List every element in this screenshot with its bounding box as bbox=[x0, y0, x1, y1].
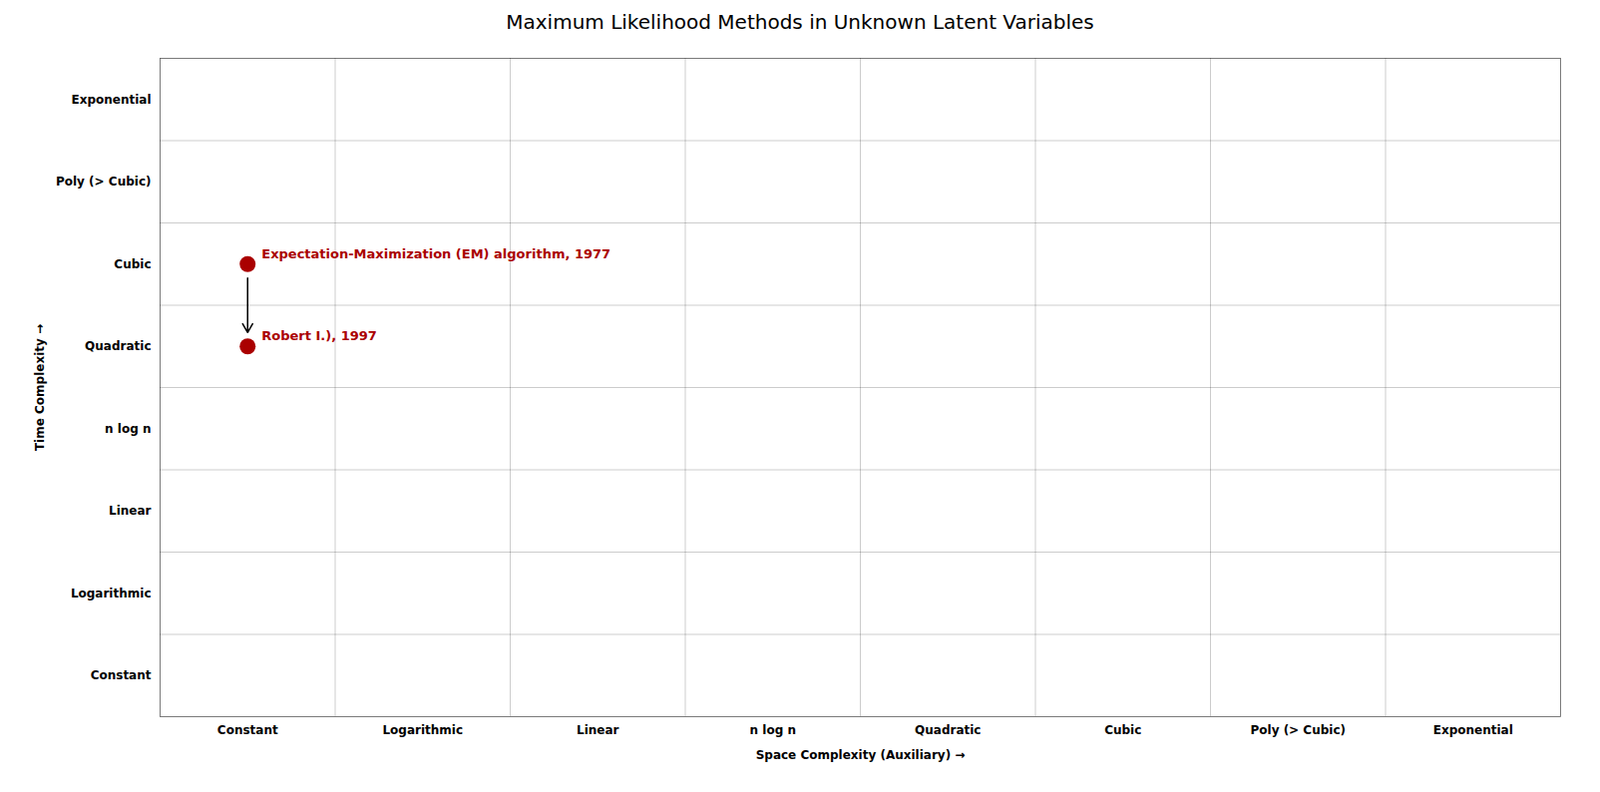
svg-text:Linear: Linear bbox=[108, 503, 152, 518]
svg-text:n log n: n log n bbox=[750, 723, 797, 738]
svg-text:Exponential: Exponential bbox=[70, 92, 151, 107]
svg-text:Space Complexity (Auxiliary) →: Space Complexity (Auxiliary) → bbox=[756, 748, 966, 763]
svg-text:Exponential: Exponential bbox=[1433, 723, 1514, 738]
svg-text:Time Complexity →: Time Complexity → bbox=[32, 324, 47, 451]
svg-text:Poly (> Cubic): Poly (> Cubic) bbox=[55, 174, 152, 189]
svg-text:Constant: Constant bbox=[90, 668, 152, 683]
svg-text:Cubic: Cubic bbox=[1104, 723, 1142, 738]
svg-text:Cubic: Cubic bbox=[113, 257, 151, 272]
svg-text:Expectation-Maximization (EM): Expectation-Maximization (EM) algorithm,… bbox=[261, 246, 611, 262]
html-text:Maximum Likelihood Methods in: Maximum Likelihood Methods in Unknown La… bbox=[506, 9, 1094, 34]
svg-text:Logarithmic: Logarithmic bbox=[70, 586, 152, 601]
svg-text:Constant: Constant bbox=[217, 723, 279, 738]
svg-text:Quadratic: Quadratic bbox=[84, 339, 151, 354]
svg-text:Poly (> Cubic): Poly (> Cubic) bbox=[1249, 723, 1346, 738]
svg-text:Linear: Linear bbox=[576, 723, 620, 738]
svg-text:Quadratic: Quadratic bbox=[914, 723, 981, 738]
svg-text:Logarithmic: Logarithmic bbox=[382, 723, 463, 738]
svg-text:Robert I.), 1997: Robert I.), 1997 bbox=[261, 328, 378, 344]
svg-text:n log n: n log n bbox=[104, 421, 151, 436]
